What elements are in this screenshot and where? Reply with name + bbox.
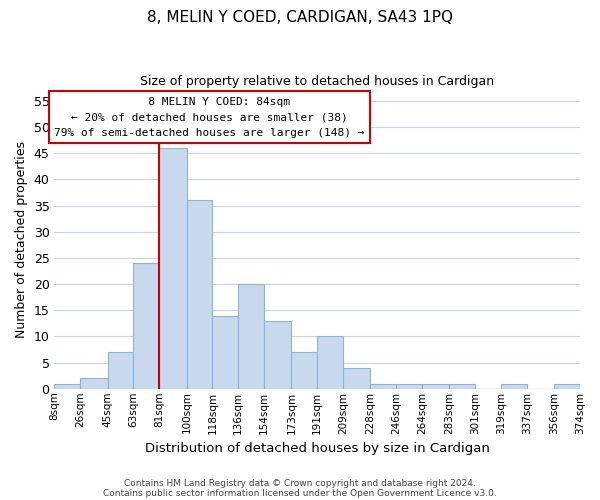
Bar bbox=[212, 316, 238, 389]
Bar bbox=[343, 368, 370, 389]
Bar bbox=[317, 336, 343, 389]
Y-axis label: Number of detached properties: Number of detached properties bbox=[15, 141, 28, 338]
Bar bbox=[422, 384, 449, 389]
Bar bbox=[55, 384, 80, 389]
Title: Size of property relative to detached houses in Cardigan: Size of property relative to detached ho… bbox=[140, 75, 494, 88]
Bar bbox=[396, 384, 422, 389]
Bar bbox=[80, 378, 107, 389]
Bar bbox=[554, 384, 580, 389]
Bar bbox=[370, 384, 396, 389]
Bar bbox=[159, 148, 187, 389]
Bar bbox=[238, 284, 264, 389]
Bar bbox=[107, 352, 133, 389]
Bar bbox=[292, 352, 317, 389]
Text: Contains HM Land Registry data © Crown copyright and database right 2024.: Contains HM Land Registry data © Crown c… bbox=[124, 478, 476, 488]
Text: 8 MELIN Y COED: 84sqm
← 20% of detached houses are smaller (38)
79% of semi-deta: 8 MELIN Y COED: 84sqm ← 20% of detached … bbox=[54, 96, 365, 138]
X-axis label: Distribution of detached houses by size in Cardigan: Distribution of detached houses by size … bbox=[145, 442, 490, 455]
Text: 8, MELIN Y COED, CARDIGAN, SA43 1PQ: 8, MELIN Y COED, CARDIGAN, SA43 1PQ bbox=[147, 10, 453, 25]
Bar bbox=[449, 384, 475, 389]
Bar bbox=[264, 321, 292, 389]
Text: Contains public sector information licensed under the Open Government Licence v3: Contains public sector information licen… bbox=[103, 488, 497, 498]
Bar bbox=[501, 384, 527, 389]
Bar bbox=[133, 263, 159, 389]
Bar bbox=[187, 200, 212, 389]
